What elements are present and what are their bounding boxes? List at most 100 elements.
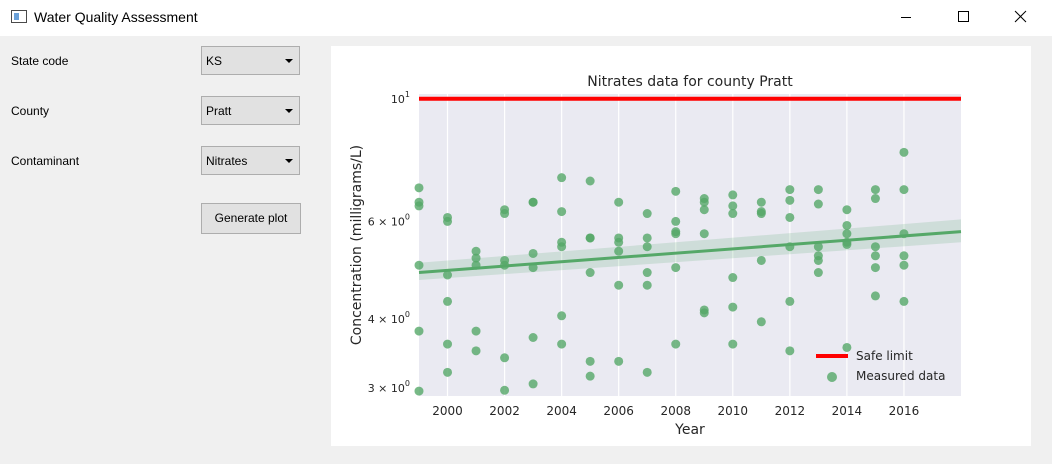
state-code-value: KS: [206, 54, 223, 68]
data-point: [756, 255, 766, 265]
data-point: [671, 216, 681, 226]
data-point: [500, 385, 510, 395]
county-value: Pratt: [206, 104, 232, 118]
data-point: [899, 260, 909, 270]
data-point: [500, 209, 510, 219]
minimize-icon: [901, 17, 911, 18]
county-select[interactable]: Pratt: [201, 96, 300, 125]
data-point: [870, 291, 880, 301]
data-point: [557, 339, 567, 349]
data-point: [642, 209, 652, 219]
data-point: [842, 240, 852, 250]
data-point: [728, 209, 738, 219]
data-point: [414, 326, 424, 336]
data-point: [443, 367, 453, 377]
app-icon: [11, 10, 27, 23]
y-tick-label: 4 × 100: [368, 310, 410, 326]
minimize-button[interactable]: [883, 0, 929, 36]
data-point: [471, 253, 481, 263]
chevron-down-icon: [285, 59, 293, 63]
plot-panel: 2000 2002 2004 2006 2008 2010 2012 2014 2016 3 ×…: [331, 46, 1031, 446]
data-point: [528, 248, 538, 258]
data-point: [728, 273, 738, 283]
data-point: [899, 147, 909, 157]
data-point: [443, 270, 453, 280]
x-tick-label: 2004: [546, 404, 577, 418]
data-point: [785, 212, 795, 222]
close-button[interactable]: [997, 0, 1043, 36]
state-code-select[interactable]: KS: [201, 46, 300, 75]
chevron-down-icon: [285, 159, 293, 163]
plot-area: [419, 94, 961, 396]
data-point: [899, 296, 909, 306]
data-point: [842, 342, 852, 352]
chart-title: Nitrates data for county Pratt: [587, 74, 793, 90]
data-point: [528, 379, 538, 389]
data-point: [414, 201, 424, 211]
close-icon: [1014, 10, 1027, 23]
county-label: County: [11, 104, 50, 118]
data-point: [614, 280, 624, 290]
data-point: [699, 229, 709, 239]
nitrates-chart: 2000 2002 2004 2006 2008 2010 2012 2014 2016 3 ×…: [349, 74, 962, 438]
data-point: [870, 251, 880, 261]
data-point: [642, 280, 652, 290]
data-point: [699, 205, 709, 215]
data-point: [642, 268, 652, 278]
data-point: [557, 311, 567, 321]
legend-safe-limit-label: Safe limit: [856, 349, 913, 363]
legend: Safe limit Measured data: [816, 349, 945, 383]
data-point: [842, 229, 852, 239]
contaminant-value: Nitrates: [206, 154, 248, 168]
data-point: [443, 296, 453, 306]
data-point: [813, 255, 823, 265]
regression-line: [418, 230, 962, 275]
data-point: [414, 386, 424, 396]
data-point: [671, 229, 681, 239]
contaminant-label: Contaminant: [11, 154, 80, 168]
data-point: [614, 197, 624, 207]
y-axis-label: Concentration (milligrams/L): [349, 145, 365, 345]
confidence-band: [419, 219, 961, 281]
data-point: [870, 263, 880, 273]
x-tick-label: 2010: [718, 404, 749, 418]
data-point: [756, 317, 766, 327]
chevron-down-icon: [285, 109, 293, 113]
data-point: [699, 308, 709, 318]
data-point: [728, 339, 738, 349]
data-point: [813, 199, 823, 209]
maximize-button[interactable]: [940, 0, 986, 36]
data-point: [699, 197, 709, 207]
data-point: [785, 185, 795, 195]
data-point: [557, 173, 567, 183]
data-point: [614, 356, 624, 366]
data-point: [870, 242, 880, 252]
x-tick-label: 2002: [489, 404, 520, 418]
title-bar: Water Quality Assessment: [0, 0, 1052, 36]
legend-measured-label: Measured data: [856, 369, 945, 383]
data-point: [500, 353, 510, 363]
x-tick-label: 2012: [775, 404, 806, 418]
data-point: [671, 263, 681, 273]
data-point: [870, 194, 880, 204]
data-point: [842, 220, 852, 230]
data-point: [642, 367, 652, 377]
contaminant-select[interactable]: Nitrates: [201, 146, 300, 175]
generate-plot-button[interactable]: Generate plot: [201, 203, 301, 234]
data-point: [870, 185, 880, 195]
data-point: [785, 195, 795, 205]
data-point: [642, 242, 652, 252]
window-title: Water Quality Assessment: [34, 9, 198, 25]
data-point: [756, 197, 766, 207]
data-point: [614, 246, 624, 256]
data-point: [528, 333, 538, 343]
data-point: [671, 186, 681, 196]
data-point: [728, 201, 738, 211]
data-point: [813, 185, 823, 195]
data-point: [785, 296, 795, 306]
y-tick-label: 101: [391, 90, 410, 106]
data-point: [528, 197, 538, 207]
data-point: [557, 207, 567, 217]
x-tick-label: 2000: [432, 404, 463, 418]
data-point: [443, 339, 453, 349]
